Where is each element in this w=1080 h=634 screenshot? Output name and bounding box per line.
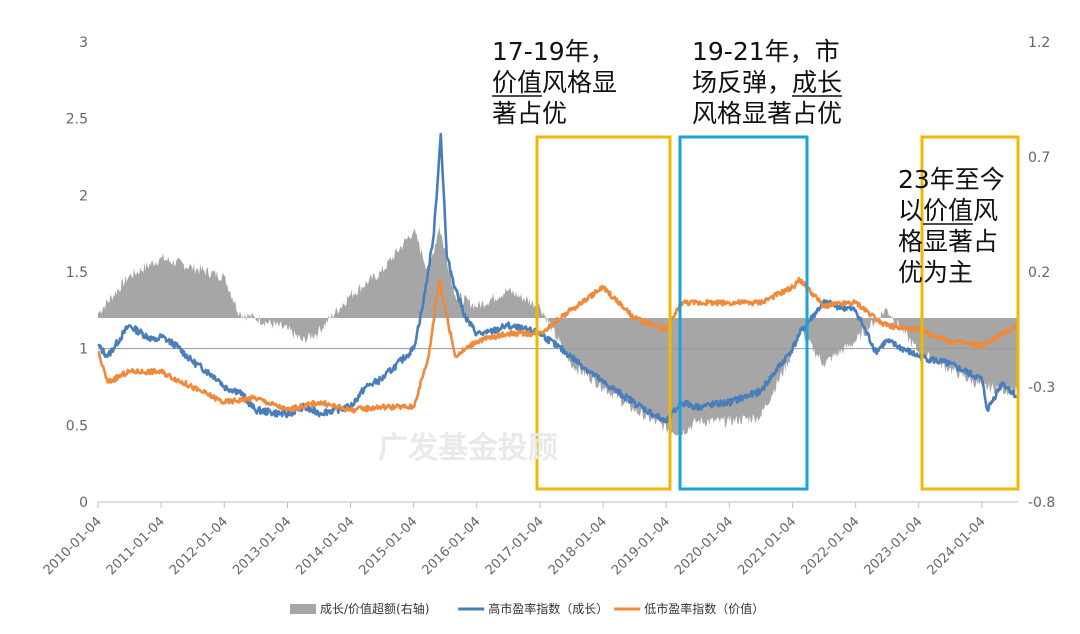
x-axis-tick-label: 2013-01-04 [230, 514, 294, 578]
x-axis-tick-label: 2010-01-04 [41, 514, 105, 578]
highlight-box [920, 135, 1020, 491]
x-axis-tick-label: 2016-01-04 [420, 514, 484, 578]
x-axis-tick-label: 2017-01-04 [483, 514, 547, 578]
x-axis-tick-label: 2015-01-04 [356, 514, 420, 578]
highlight-box-layer [535, 135, 1020, 491]
annotation-text: 格显著占 [898, 227, 998, 256]
left-axis-tick-label: 1.5 [66, 265, 88, 281]
left-axis-tick-label: 0.5 [66, 418, 88, 434]
excess-area-layer [98, 226, 1018, 437]
excess-area-series [98, 226, 1018, 437]
legend-label: 低市盈率指数（价值） [644, 601, 764, 616]
annotation-text: 价值风格显 [492, 68, 617, 97]
annotation-text: 23年至今 [898, 165, 1005, 194]
series-line-layer [97, 132, 1020, 424]
left-axis-tick-label: 3 [79, 35, 88, 51]
left-axis-tick-label: 0 [79, 495, 88, 511]
legend-label: 高市盈率指数（成长） [488, 601, 608, 616]
x-axis-tick-label: 2018-01-04 [546, 514, 610, 578]
highlight-box [535, 135, 672, 491]
highlight-box [678, 135, 809, 491]
right-axis-tick-label: 1.2 [1028, 35, 1050, 51]
annotation-text: 17-19年， [492, 37, 615, 66]
right-axis-tick-label: -0.8 [1028, 495, 1055, 511]
x-axis-tick-label: 2024-01-04 [925, 514, 989, 578]
x-axis-tick-label: 2019-01-04 [609, 514, 673, 578]
left-axis-tick-label: 1 [79, 342, 88, 358]
right-axis-tick-label: -0.3 [1028, 380, 1055, 396]
legend-label: 成长/价值超额(右轴) [320, 601, 429, 616]
legend: 成长/价值超额(右轴) 高市盈率指数（成长） 低市盈率指数（价值） [290, 601, 764, 616]
legend-swatch [290, 604, 316, 614]
x-axis-tick-label: 2020-01-04 [672, 514, 736, 578]
left-axis-tick-label: 2 [79, 188, 88, 204]
annotation-text: 风格显著占优 [692, 99, 842, 128]
annotation-text: 优为主 [898, 258, 973, 287]
left-axis-tick-label: 2.5 [66, 112, 88, 128]
annotation-text: 场反弹，成长 [692, 68, 842, 97]
right-axis-tick-label: 0.7 [1028, 150, 1050, 166]
annotation-text: 著占优 [492, 99, 567, 128]
x-axis-tick-label: 2014-01-04 [293, 514, 357, 578]
x-axis-tick-label: 2021-01-04 [735, 514, 799, 578]
x-axis-tick-label: 2012-01-04 [167, 514, 231, 578]
annotation-text: 19-21年，市 [692, 37, 840, 66]
watermark-text: 广发基金投顾 [378, 431, 558, 466]
annotation-text: 以价值风 [898, 196, 998, 225]
right-axis-tick-label: 0.2 [1028, 265, 1050, 281]
x-axis-tick-label: 2023-01-04 [862, 514, 926, 578]
growth-index-line [97, 132, 1020, 424]
x-axis-tick-label: 2011-01-04 [104, 514, 168, 578]
value-index-line [97, 276, 1020, 414]
x-axis-tick-label: 2022-01-04 [798, 514, 862, 578]
